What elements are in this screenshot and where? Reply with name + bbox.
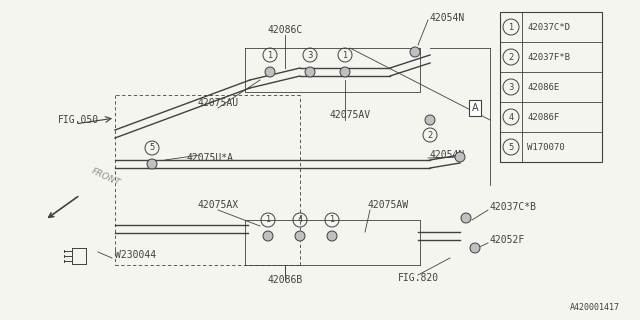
Text: 42075AV: 42075AV <box>330 110 371 120</box>
Text: W230044: W230044 <box>115 250 156 260</box>
Bar <box>500 12 602 162</box>
Circle shape <box>295 231 305 241</box>
Text: 1: 1 <box>342 51 348 60</box>
Text: 4: 4 <box>508 113 514 122</box>
Text: 42075U*A: 42075U*A <box>186 153 234 163</box>
Text: 1: 1 <box>508 22 514 31</box>
Text: 42086F: 42086F <box>527 113 559 122</box>
Text: 1: 1 <box>268 51 273 60</box>
Text: 42054N: 42054N <box>430 150 465 160</box>
Circle shape <box>410 47 420 57</box>
Circle shape <box>305 67 315 77</box>
Text: FIG.820: FIG.820 <box>397 273 438 283</box>
Circle shape <box>455 152 465 162</box>
Circle shape <box>470 243 480 253</box>
Text: 42037C*D: 42037C*D <box>527 22 570 31</box>
Text: 42054N: 42054N <box>430 13 465 23</box>
Circle shape <box>265 67 275 77</box>
Text: A: A <box>472 103 478 113</box>
Text: 5: 5 <box>149 143 155 153</box>
Text: FIG.050: FIG.050 <box>58 115 99 125</box>
Circle shape <box>425 115 435 125</box>
Text: 5: 5 <box>508 142 514 151</box>
Circle shape <box>147 159 157 169</box>
Text: 42075AW: 42075AW <box>368 200 409 210</box>
Circle shape <box>461 213 471 223</box>
Text: 2: 2 <box>428 131 433 140</box>
Text: 1: 1 <box>330 215 335 225</box>
Text: 42075AX: 42075AX <box>197 200 239 210</box>
Text: 42086C: 42086C <box>268 25 303 35</box>
Text: 42086B: 42086B <box>268 275 303 285</box>
Text: 42086E: 42086E <box>527 83 559 92</box>
Text: 42037F*B: 42037F*B <box>527 52 570 61</box>
Circle shape <box>327 231 337 241</box>
Text: 3: 3 <box>307 51 313 60</box>
Text: FRONT: FRONT <box>90 167 122 188</box>
Text: A420001417: A420001417 <box>570 303 620 313</box>
Text: W170070: W170070 <box>527 142 564 151</box>
Text: 42037C*B: 42037C*B <box>490 202 537 212</box>
Text: 2: 2 <box>508 52 514 61</box>
Text: 4: 4 <box>298 215 303 225</box>
Circle shape <box>340 67 350 77</box>
Text: 1: 1 <box>266 215 271 225</box>
Circle shape <box>263 231 273 241</box>
Text: 42052F: 42052F <box>490 235 525 245</box>
Text: 3: 3 <box>508 83 514 92</box>
Text: 42075AU: 42075AU <box>197 98 239 108</box>
